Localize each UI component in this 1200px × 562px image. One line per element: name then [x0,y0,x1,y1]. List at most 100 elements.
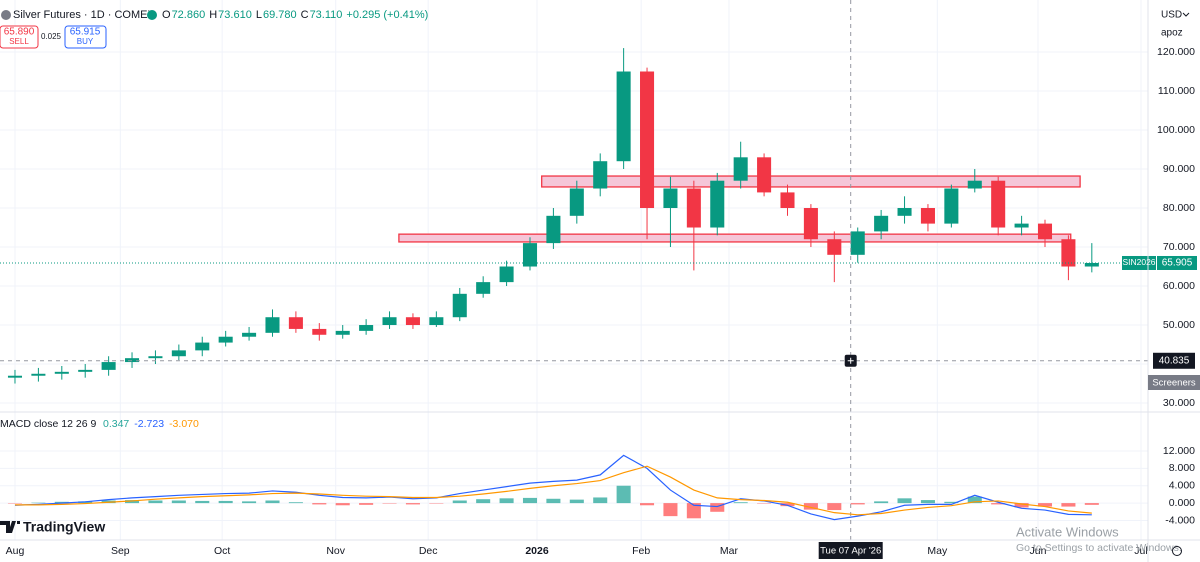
ohlc-label: O [162,9,171,21]
candle-body [897,208,912,216]
histogram-bar [54,501,69,504]
buy-price: 65.915 [70,27,101,38]
last-price-name: SIN2026 [1122,257,1155,267]
candle-body [546,215,561,244]
candle-body [31,373,46,376]
candle-body [967,180,982,189]
buy-button[interactable] [64,25,107,49]
candle-body [312,328,327,335]
scale-menu[interactable]: apoz [1161,28,1183,39]
histogram-bar [242,501,257,504]
x-tick-label: Jul [1134,545,1147,557]
mark-layer [0,0,1148,540]
zone [541,175,1081,188]
candle-body [803,208,818,240]
candle-body [125,358,140,363]
sell-label: SELL [9,37,29,46]
histogram-bar [195,500,210,504]
candle-body [522,243,538,267]
histogram-bar [148,500,163,504]
histogram-bar [218,500,233,504]
histogram-bar [944,501,959,504]
sell-button[interactable] [0,25,39,49]
x-tick-label: Jun [1030,545,1047,557]
ohlc-value: 73.610 [218,9,252,21]
histogram-bar [569,499,584,504]
candle-body [616,71,631,162]
histogram-bar [265,500,280,504]
ohlc-label: C [301,9,309,21]
candle-body [991,180,1006,228]
candle-body [1014,223,1029,228]
ohlc-readout: O 72.860 H 73.610 L 69.780 C 73.110 +0.295 (+0.4… [162,9,428,21]
candle-body [7,375,23,378]
histogram-bar [803,503,818,510]
candle-body [499,266,514,283]
change-value: +0.295 (+0.41%) [346,9,428,21]
candle-body [359,325,374,331]
y-tick-label: 110.000 [1158,85,1195,97]
candle-body [335,330,350,335]
candle-body [663,188,678,209]
histogram-bar [359,503,374,505]
candle-body [54,371,69,374]
settings-icon[interactable] [1172,546,1182,556]
market-status [147,10,157,20]
histogram-bar [593,497,608,504]
candle-body [429,317,444,326]
crosshair-price: 40.835 [1159,355,1190,366]
histogram-bar [686,503,701,519]
crosshair-plus [847,357,854,364]
candle-body [242,332,257,337]
ohlc-value: 73.110 [310,9,343,21]
candle-body [686,188,701,228]
histogram-bar [405,503,420,505]
histogram-bar [710,503,725,512]
y-tick-label: 8.000 [1169,462,1195,474]
histogram-bar [546,498,561,504]
candle-body [382,317,397,326]
x-tick-label: 2026 [525,545,549,557]
indicator-title[interactable]: MACD close 12 26 9 [0,418,96,430]
symbol-title[interactable]: Silver Futures · 1D · COMEX [13,9,155,21]
ohlc-label: H [209,9,217,21]
histogram-bar [850,503,865,505]
y-tick-label: -4.000 [1165,514,1195,526]
y-tick-label: 0.000 [1169,497,1195,509]
histogram-bar [874,501,889,504]
candle-body [405,317,420,326]
macd-readout: 0.347 [103,418,129,430]
candle-body [944,188,959,224]
x-tick-label: Aug [6,545,25,557]
x-tick-label: Sep [111,545,130,557]
candle-body [733,157,748,181]
candle-body [265,317,280,333]
x-tick-label: Dec [419,545,438,557]
crosshair-date: Tue 07 Apr '26 [820,546,881,557]
currency-button[interactable]: USD [1161,10,1182,21]
candle-body [1084,262,1099,267]
histogram-bar [663,503,678,517]
histogram-bar [780,503,795,507]
y-tick-label: 4.000 [1169,480,1195,492]
candle-body [476,282,491,294]
histogram-bar [171,500,186,504]
watermark-text: Go to Settings to activate Windows. [1016,542,1182,554]
y-tick-label: 90.000 [1163,163,1195,175]
histogram-bar [476,499,491,504]
screeners-tab[interactable] [1148,375,1200,390]
candle-body [593,161,608,189]
candle-body [288,317,303,329]
watermark-title: Activate Windows [1016,524,1119,539]
histogram-bar [967,496,982,504]
candle-body [148,356,163,359]
y-tick-label: 50.000 [1163,319,1195,331]
logo-mark [0,521,20,533]
candle-body [452,293,467,318]
histogram-bar [640,503,655,506]
histogram-bar [499,498,514,504]
candle-body [640,71,655,209]
histogram-bar [616,485,631,504]
histogram-bar [897,498,912,504]
